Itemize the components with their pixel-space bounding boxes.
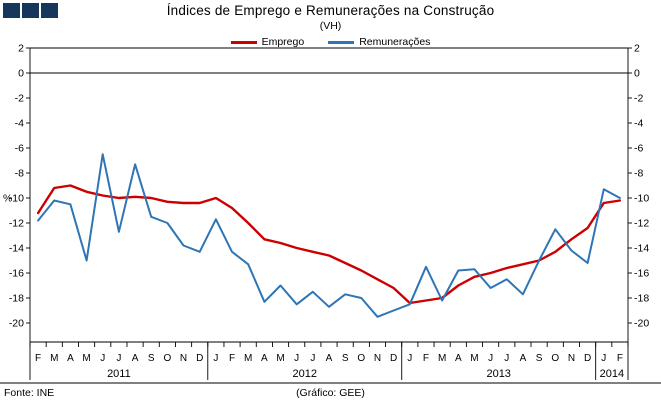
year-label: 2014 (600, 368, 624, 380)
month-label: J (504, 353, 509, 364)
year-label: 2013 (486, 368, 510, 380)
y-tick-label-right: -2 (634, 93, 643, 105)
month-label: J (488, 353, 493, 364)
month-label: A (455, 353, 462, 364)
chart-subtitle: (VH) (319, 20, 342, 32)
y-axis-unit-label: % (3, 193, 12, 205)
remuneracoes-line-swatch (328, 40, 355, 44)
y-tick-label-left: 2 (18, 43, 24, 55)
month-label: J (100, 353, 105, 364)
y-tick-label-left: -16 (9, 268, 24, 280)
month-label: M (276, 353, 284, 364)
credit-note: (Gráfico: GEE) (296, 387, 365, 399)
y-tick-label-right: -20 (634, 318, 649, 330)
y-tick-label-right: 0 (634, 68, 640, 80)
year-label: 2012 (293, 368, 317, 380)
source-note: Fonte: INE (4, 387, 55, 399)
legend: Emprego Remunerações (0, 36, 661, 48)
month-label: M (438, 353, 446, 364)
month-label: J (213, 353, 218, 364)
y-tick-label-right: -12 (634, 218, 649, 230)
month-label: A (261, 353, 268, 364)
month-label: S (342, 353, 349, 364)
month-label: O (163, 353, 171, 364)
month-label: O (551, 353, 559, 364)
month-label: O (357, 353, 365, 364)
legend-label-emprego: Emprego (261, 36, 305, 48)
legend-label-remuneracoes: Remunerações (359, 36, 431, 48)
month-label: D (196, 353, 203, 364)
y-tick-label-left: -14 (9, 243, 24, 255)
month-label: N (374, 353, 381, 364)
month-label: F (423, 353, 429, 364)
month-label: J (294, 353, 299, 364)
month-label: D (584, 353, 591, 364)
y-tick-label-right: -14 (634, 243, 649, 255)
month-label: S (536, 353, 543, 364)
y-tick-label-right: -18 (634, 293, 649, 305)
y-tick-label-right: -16 (634, 268, 649, 280)
month-label: M (82, 353, 90, 364)
y-tick-label-left: -20 (9, 318, 24, 330)
month-label: A (67, 353, 74, 364)
month-label: D (390, 353, 397, 364)
y-tick-label-right: -8 (634, 168, 643, 180)
legend-item-emprego: Emprego (230, 36, 305, 48)
month-label: S (148, 353, 155, 364)
year-label: 2011 (107, 368, 131, 380)
y-tick-label-right: -10 (634, 193, 649, 205)
month-label: J (407, 353, 412, 364)
logo-square (22, 3, 39, 18)
month-label: N (568, 353, 575, 364)
y-tick-label-left: -12 (9, 218, 24, 230)
month-label: M (470, 353, 478, 364)
y-tick-label-left: -2 (15, 93, 24, 105)
y-tick-label-left: -6 (15, 143, 24, 155)
emprego-line-swatch (230, 40, 257, 44)
month-label: A (326, 353, 333, 364)
month-label: N (180, 353, 187, 364)
logo-square (3, 3, 20, 18)
month-label: J (310, 353, 315, 364)
month-label: M (244, 353, 252, 364)
month-label: A (520, 353, 527, 364)
y-tick-label-left: -10 (9, 193, 24, 205)
logo-square (41, 3, 58, 18)
y-tick-label-right: -4 (634, 118, 643, 130)
month-label: F (229, 353, 235, 364)
month-label: J (116, 353, 121, 364)
chart-title: Índices de Emprego e Remunerações na Con… (166, 3, 495, 18)
remuneracoes-line (37, 153, 621, 318)
y-tick-label-right: -6 (634, 143, 643, 155)
month-label: J (601, 353, 606, 364)
y-tick-label-left: -4 (15, 118, 24, 130)
legend-item-remuneracoes: Remunerações (328, 36, 430, 48)
y-tick-label-left: -18 (9, 293, 24, 305)
logo (3, 3, 58, 18)
y-tick-label-left: 0 (18, 68, 24, 80)
month-label: F (617, 353, 623, 364)
month-label: F (35, 353, 41, 364)
emprego-line (36, 184, 622, 305)
month-label: A (132, 353, 139, 364)
y-tick-label-left: -8 (15, 168, 24, 180)
y-tick-label-right: 2 (634, 43, 640, 55)
month-label: M (50, 353, 58, 364)
